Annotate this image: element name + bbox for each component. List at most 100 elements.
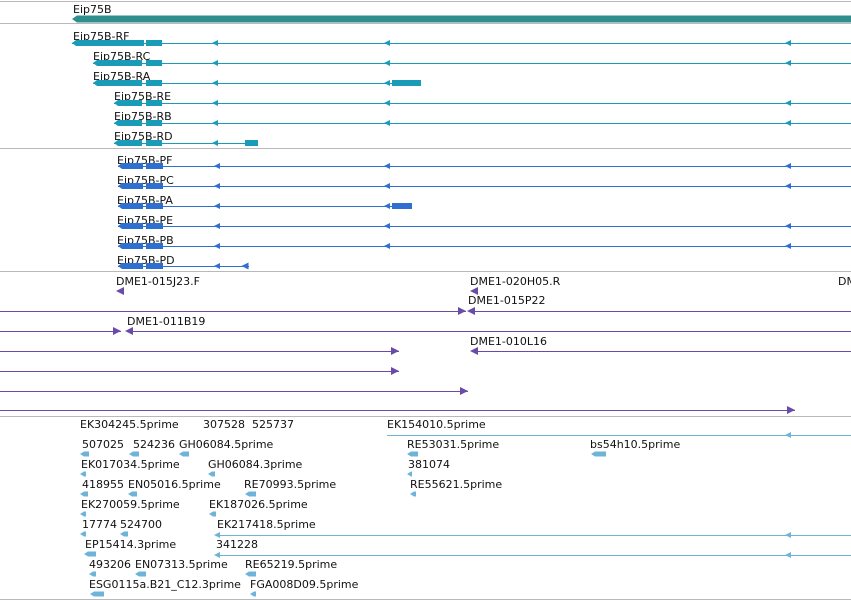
strand-arrow-icon	[384, 80, 390, 86]
exon-block[interactable]	[80, 471, 86, 477]
exon-block[interactable]	[146, 243, 163, 249]
exon-block[interactable]	[114, 140, 142, 146]
est-label: EP15414.3prime	[85, 538, 176, 551]
strand-arrow-icon	[470, 347, 478, 355]
strand-arrow-icon	[113, 327, 121, 335]
est-label: 525737	[252, 418, 294, 431]
est-label: EN05016.5prime	[128, 478, 221, 491]
est-label: EK017034.5prime	[81, 458, 180, 471]
exon-block[interactable]	[129, 451, 139, 457]
exon-block[interactable]	[135, 571, 146, 577]
strand-arrow-icon	[384, 223, 390, 229]
exon-block[interactable]	[146, 120, 162, 126]
exon-block[interactable]	[146, 183, 163, 189]
exon-block[interactable]	[90, 591, 104, 597]
exon-block[interactable]	[128, 491, 137, 497]
strand-arrow-icon	[785, 120, 791, 126]
exon-block[interactable]	[72, 40, 144, 46]
exon-block[interactable]	[591, 451, 606, 457]
exon-block[interactable]	[118, 183, 143, 189]
exon-block[interactable]	[114, 120, 142, 126]
exon-block[interactable]	[245, 491, 256, 497]
exon-block[interactable]	[410, 491, 416, 497]
transcript-label: Eip75B-RF	[73, 30, 129, 43]
est-label: RE65219.5prime	[245, 558, 337, 571]
strand-arrow-icon	[384, 40, 390, 46]
est-label: RE55621.5prime	[410, 478, 502, 491]
exon-block[interactable]	[146, 140, 162, 146]
exon-block[interactable]	[84, 551, 96, 557]
exon-block[interactable]	[114, 100, 142, 106]
exon-block[interactable]	[245, 140, 258, 146]
strand-arrow-icon	[384, 100, 390, 106]
exon-block[interactable]	[179, 451, 189, 457]
est-label: EK154010.5prime	[387, 418, 486, 431]
strand-arrow-icon	[212, 100, 218, 106]
exon-block[interactable]	[118, 243, 143, 249]
exon-block[interactable]	[146, 263, 163, 269]
exon-block[interactable]	[118, 263, 143, 269]
strand-arrow-icon	[116, 287, 124, 295]
strand-arrow-icon	[214, 552, 220, 558]
strand-arrow-icon	[785, 243, 791, 249]
exon-block[interactable]	[89, 571, 96, 577]
exon-block[interactable]	[118, 163, 143, 169]
exon-block[interactable]	[80, 511, 86, 517]
est-label: 418955	[82, 478, 124, 491]
strand-arrow-icon	[384, 183, 390, 189]
exon-block[interactable]	[146, 100, 162, 106]
exon-block[interactable]	[146, 223, 163, 229]
exon-block[interactable]	[407, 471, 412, 477]
strand-arrow-icon	[241, 262, 249, 270]
exon-block[interactable]	[146, 80, 162, 86]
exon-block[interactable]	[80, 451, 89, 457]
strand-arrow-icon	[212, 120, 218, 126]
exon-block[interactable]	[392, 203, 412, 209]
strand-arrow-icon	[460, 387, 468, 395]
strand-arrow-icon	[212, 60, 218, 66]
strand-arrow-icon	[785, 100, 791, 106]
exon-block[interactable]	[146, 40, 162, 46]
strand-arrow-icon	[214, 532, 220, 538]
est-label: ESG0115a.B21_C12.3prime	[89, 578, 241, 591]
exon-block[interactable]	[146, 163, 163, 169]
exon-block[interactable]	[93, 80, 142, 86]
est-label: FGA008D09.5prime	[250, 578, 359, 591]
exon-block[interactable]	[209, 511, 216, 517]
strand-arrow-icon	[458, 307, 466, 315]
transcript-label: Eip75B-RA	[93, 70, 151, 83]
exon-block[interactable]	[245, 571, 256, 577]
strand-arrow-icon	[214, 263, 220, 269]
exon-block[interactable]	[407, 451, 418, 457]
est-label: 493206	[89, 558, 131, 571]
clone-label: DME1-010L16	[470, 335, 547, 348]
strand-arrow-icon	[212, 140, 218, 146]
strand-arrow-icon	[214, 243, 220, 249]
strand-arrow-icon	[467, 307, 475, 315]
est-label: EK217418.5prime	[217, 518, 316, 531]
est-label: RE70993.5prime	[244, 478, 336, 491]
est-label: 307528	[203, 418, 245, 431]
strand-arrow-icon	[785, 552, 791, 558]
exon-block[interactable]	[120, 531, 128, 537]
exon-block[interactable]	[93, 60, 142, 66]
exon-block[interactable]	[208, 471, 215, 477]
est-label: 381074	[408, 458, 450, 471]
exon-block[interactable]	[118, 223, 143, 229]
exon-block[interactable]	[392, 80, 421, 86]
gene-label: Eip75B	[73, 3, 112, 16]
est-label: 524236	[133, 438, 175, 451]
est-label: 341228	[216, 538, 258, 551]
transcript-label: Eip75B-RC	[93, 50, 151, 63]
exon-block[interactable]	[80, 491, 88, 497]
exon-block[interactable]	[250, 591, 256, 597]
transcript-label: Eip75B-RD	[114, 130, 173, 143]
clone-label: DME1-015J23.F	[116, 275, 200, 288]
exon-block[interactable]	[118, 203, 143, 209]
gene-bar[interactable]	[72, 15, 851, 23]
exon-block[interactable]	[146, 203, 163, 209]
exon-block[interactable]	[146, 60, 162, 66]
exon-block[interactable]	[80, 531, 86, 537]
